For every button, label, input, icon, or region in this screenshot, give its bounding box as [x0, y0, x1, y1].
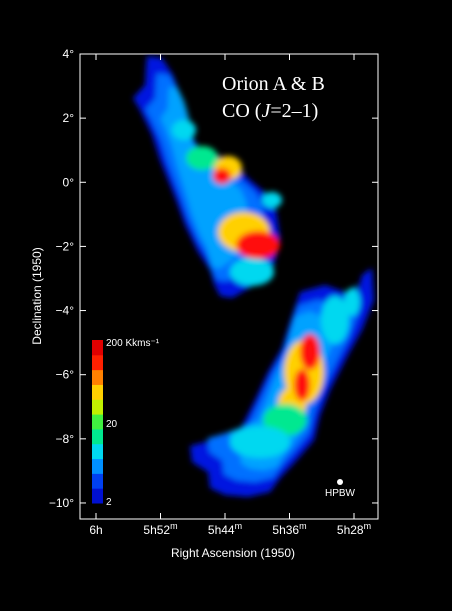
title-line2-italic: J: [261, 100, 271, 122]
x-tick-label: 5h28m: [337, 521, 371, 537]
x-tick-hours: 5h36: [272, 523, 299, 537]
y-tick-label: −4°: [56, 304, 75, 318]
x-tick-minutes-unit: m: [235, 521, 243, 531]
x-tick-hours: 5h44: [208, 523, 235, 537]
emission-peak: [321, 296, 349, 344]
y-tick-label: 2°: [63, 111, 75, 125]
colorbar-mid-label: 20: [106, 419, 118, 430]
colorbar-segment: [92, 458, 103, 474]
colorbar-segment: [92, 488, 103, 504]
map-title-line2: CO (J=2–1): [222, 100, 318, 122]
colorbar-segment: [92, 354, 103, 371]
cloud-orion-b: [133, 56, 282, 298]
title-line2-suffix: =2–1): [270, 100, 318, 122]
emission-peak: [172, 120, 196, 140]
emission-peak: [186, 146, 218, 170]
x-tick-minutes-unit: m: [299, 521, 307, 531]
y-axis: 4° 2° 0° −2° −4° −6° −8° −10°: [49, 47, 378, 510]
x-tick-hours: 6h: [89, 523, 102, 537]
x-tick-label: 5h52m: [143, 521, 177, 537]
y-tick-label: −10°: [49, 496, 74, 510]
emission-peak: [230, 258, 274, 286]
y-axis-label: Declination (1950): [30, 247, 44, 344]
emission-peak: [230, 426, 290, 458]
colorbar-segment: [92, 443, 103, 460]
hpbw-beam-marker: [337, 479, 343, 485]
colorbar-segment: [92, 473, 103, 489]
emission-map: [133, 56, 374, 497]
hpbw-label: HPBW: [325, 488, 356, 499]
colorbar-max-label: 200 Kkms⁻¹: [106, 338, 160, 349]
y-tick-label: −8°: [56, 432, 75, 446]
colorbar: [92, 340, 103, 504]
x-tick-minutes-unit: m: [364, 521, 372, 531]
colorbar-segment: [92, 428, 103, 445]
emission-peak: [294, 369, 310, 401]
colorbar-segment: [92, 369, 103, 385]
colorbar-segment: [92, 340, 103, 356]
x-tick-label: 6h: [89, 523, 102, 537]
colorbar-segment: [92, 399, 103, 415]
emission-peak: [262, 192, 282, 208]
x-tick-label: 5h36m: [272, 521, 306, 537]
emission-peak: [213, 168, 231, 184]
title-line2-prefix: CO (: [222, 100, 262, 122]
x-axis-label: Right Ascension (1950): [171, 546, 295, 560]
emission-peak: [344, 288, 360, 316]
emission-peak: [236, 231, 280, 259]
cloud-orion-a: [190, 268, 374, 497]
colorbar-segment: [92, 414, 103, 430]
colorbar-segment: [92, 384, 103, 400]
x-tick-minutes-unit: m: [170, 521, 178, 531]
x-tick-label: 5h44m: [208, 521, 242, 537]
map-title-line1: Orion A & B: [222, 73, 325, 95]
y-tick-label: −6°: [56, 368, 75, 382]
y-tick-label: −2°: [56, 239, 75, 253]
emission-peak: [300, 334, 320, 370]
y-tick-label: 4°: [63, 47, 75, 61]
x-axis: 6h 5h52m 5h44m 5h36m 5h28m: [89, 54, 371, 537]
x-tick-hours: 5h52: [143, 523, 170, 537]
y-tick-label: 0°: [63, 175, 75, 189]
x-tick-hours: 5h28: [337, 523, 364, 537]
colorbar-min-label: 2: [106, 497, 112, 508]
